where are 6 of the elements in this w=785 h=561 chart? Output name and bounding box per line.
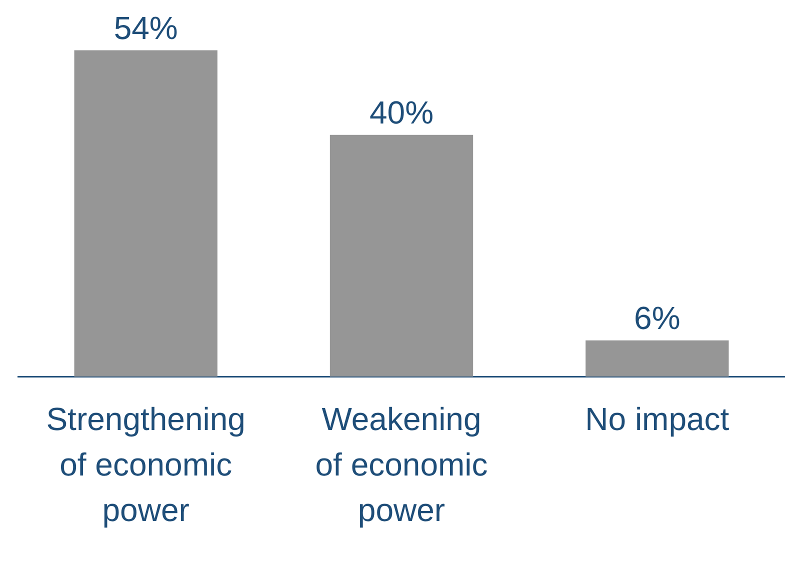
data-label: 6%	[634, 300, 680, 336]
x-tick-label: Strengthening of economic power	[46, 401, 246, 528]
x-tick-label: Weakening of economic power	[315, 401, 488, 528]
data-label: 54%	[114, 10, 178, 46]
x-tick-label: No impact	[585, 401, 730, 438]
data-label: 40%	[369, 94, 434, 131]
